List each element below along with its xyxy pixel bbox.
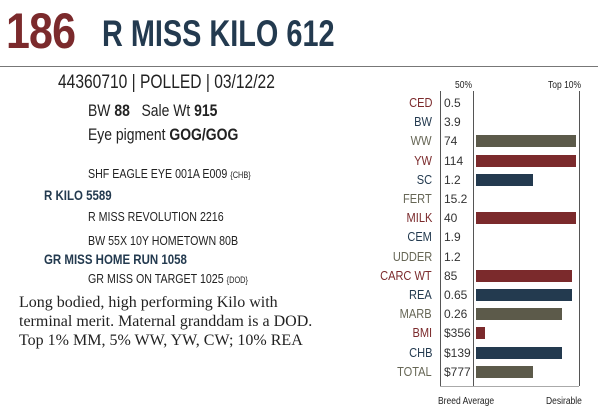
epd-label-udder: UDDER xyxy=(392,248,432,264)
epd-label-bw: BW xyxy=(414,114,432,130)
chart-footer-desirable: Desirable xyxy=(546,396,582,407)
sale-wt-label: Sale Wt xyxy=(141,101,191,120)
chart-bottom-border xyxy=(440,386,579,387)
bw-label: BW xyxy=(88,101,111,120)
epd-label-marb: MARB xyxy=(400,306,432,322)
header-divider xyxy=(0,66,598,67)
epd-label-yw: YW xyxy=(414,152,432,168)
epd-value-carc-wt: 85 xyxy=(444,268,458,283)
pedigree-sire-dam: R MISS REVOLUTION 2216 xyxy=(88,209,224,224)
epd-chart: 50% Top 10% Breed Average Desirable CED 0… xyxy=(380,76,598,415)
dam-dam-name: GR MISS ON TARGET 1025 xyxy=(88,271,224,286)
chart-header-top10: Top 10% xyxy=(548,80,582,91)
eye-pigment-value: GOG/GOG xyxy=(169,125,239,144)
chart-header-50: 50% xyxy=(455,80,473,91)
pedigree-sire: R KILO 5589 xyxy=(44,187,112,203)
pedigree-sire-sire: SHF EAGLE EYE 001A E009 {CHB} xyxy=(88,166,251,181)
epd-bar-yw xyxy=(476,154,576,167)
epd-bar-sc xyxy=(476,173,533,186)
epd-label-ww: WW xyxy=(411,133,432,149)
epd-label-cem: CEM xyxy=(407,229,432,245)
epd-value-total: $777 xyxy=(444,364,471,379)
pedigree-dam-dam: GR MISS ON TARGET 1025 {DOD} xyxy=(88,271,248,286)
bw-value: 88 xyxy=(114,101,130,120)
epd-bar-chb xyxy=(476,346,562,359)
epd-value-chb: $139 xyxy=(444,345,471,360)
epd-label-rea: REA xyxy=(409,287,432,302)
epd-value-fert: 15.2 xyxy=(444,192,468,206)
epd-value-cem: 1.9 xyxy=(444,230,461,245)
epd-bar-rea xyxy=(476,289,572,301)
lot-number: 186 xyxy=(6,3,76,59)
description-line: Long bodied, high performing Kilo with xyxy=(19,294,278,311)
sire-sire-name: SHF EAGLE EYE 001A E009 xyxy=(88,166,228,181)
epd-value-yw: 114 xyxy=(444,153,464,168)
chart-axis-line xyxy=(440,91,441,386)
registration-line: 44360710 | POLLED | 03/12/22 xyxy=(58,72,275,93)
epd-label-sc: SC xyxy=(416,171,432,187)
epd-label-chb: CHB xyxy=(408,344,432,360)
description-line: Top 1% MM, 5% WW, YW, CW; 10% REA xyxy=(19,332,303,349)
animal-name: R MISS KILO 612 xyxy=(102,13,335,54)
epd-bar-bmi xyxy=(476,327,485,340)
epd-bar-carc-wt xyxy=(476,269,572,282)
epd-value-marb: 0.26 xyxy=(444,307,468,322)
epd-value-ced: 0.5 xyxy=(444,96,461,110)
epd-label-total: TOTAL xyxy=(397,363,432,379)
weights-line: BW 88 Sale Wt 915 xyxy=(88,101,217,121)
epd-label-ced: CED xyxy=(408,95,432,110)
epd-value-milk: 40 xyxy=(444,211,458,226)
chart-right-border xyxy=(579,91,580,386)
epd-bar-marb xyxy=(476,308,562,321)
dam-dam-tag: {DOD} xyxy=(226,275,248,285)
epd-label-carc-wt: CARC WT xyxy=(380,267,432,283)
eye-pigment-line: Eye pigment GOG/GOG xyxy=(88,125,238,145)
epd-value-bw: 3.9 xyxy=(444,115,461,130)
epd-value-ww: 74 xyxy=(444,134,458,149)
epd-bar-milk xyxy=(476,212,576,225)
description-line: terminal merit. Maternal granddam is a D… xyxy=(19,313,313,330)
epd-label-milk: MILK xyxy=(406,210,432,226)
epd-label-bmi: BMI xyxy=(412,325,432,341)
epd-bar-ww xyxy=(476,135,576,148)
pedigree-dam: GR MISS HOME RUN 1058 xyxy=(44,251,187,267)
epd-value-rea: 0.65 xyxy=(444,288,468,302)
epd-value-sc: 1.2 xyxy=(444,172,461,187)
chart-footer-breed-average: Breed Average xyxy=(438,396,495,407)
description: Long bodied, high performing Kilo with t… xyxy=(19,293,399,350)
epd-value-bmi: $356 xyxy=(444,326,471,341)
sire-sire-tag: {CHB} xyxy=(230,170,251,180)
eye-pigment-label: Eye pigment xyxy=(88,125,166,144)
epd-bar-total xyxy=(476,365,533,378)
epd-label-fert: FERT xyxy=(403,191,432,206)
chart-value-divider xyxy=(473,91,474,386)
sale-wt-value: 915 xyxy=(194,101,218,120)
pedigree-dam-sire: BW 55X 10Y HOMETOWN 80B xyxy=(88,233,239,248)
epd-value-udder: 1.2 xyxy=(444,249,461,264)
